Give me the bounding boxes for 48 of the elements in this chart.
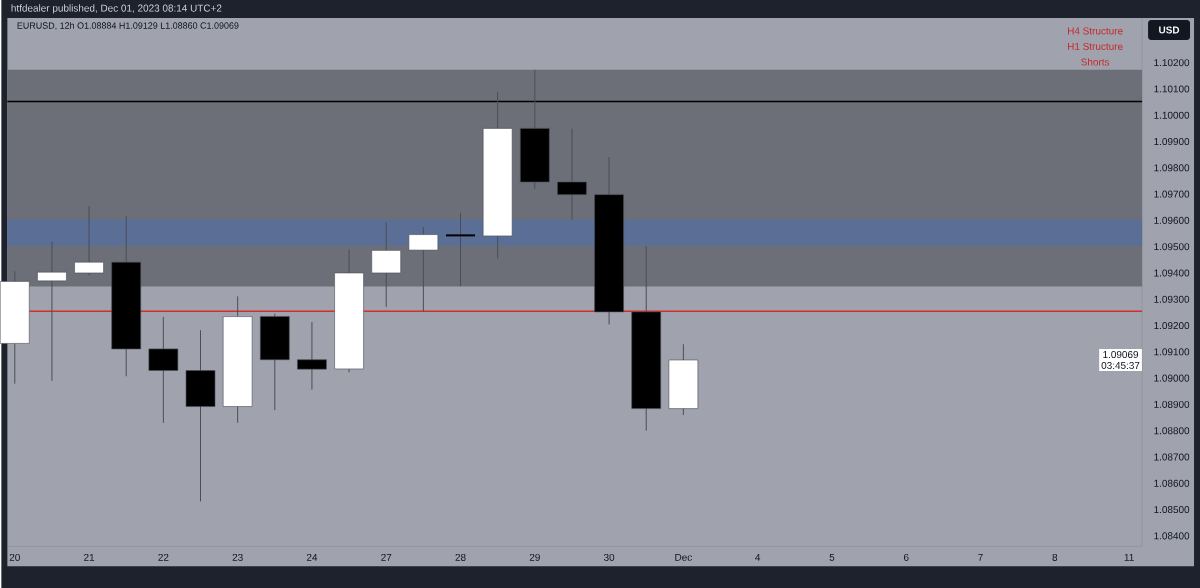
annotation: 1.09069	[1103, 350, 1139, 358]
y-tick-label: 1.08900	[1154, 400, 1190, 408]
y-tick-label: 1.08800	[1154, 427, 1190, 435]
chart-title: EURUSD, 12h O1.08884 H1.09129 L1.08860 C1.09069	[17, 21, 239, 30]
x-tick-label: 7	[978, 553, 983, 561]
y-tick-label: 1.09600	[1154, 216, 1190, 224]
y-tick-label: 1.09800	[1154, 164, 1190, 172]
x-tick-label: 11	[1124, 553, 1134, 561]
x-tick-label: 30	[603, 553, 615, 561]
annotation: H4 Structure	[1068, 27, 1123, 35]
candlestick	[557, 127, 587, 220]
x-tick-label: 4	[755, 553, 761, 561]
x-tick-label: 22	[158, 553, 169, 561]
y-tick-label: 1.09700	[1154, 190, 1190, 198]
y-tick-label: 1.09300	[1154, 295, 1190, 303]
y-tick-label: 1.08500	[1154, 505, 1190, 513]
candlestick	[74, 205, 104, 276]
y-tick-label: 1.08700	[1154, 453, 1190, 461]
annotation: 03:45:37	[1101, 361, 1140, 369]
y-tick-label: 1.09000	[1154, 374, 1190, 382]
x-tick-label: Dec	[675, 553, 692, 561]
annotation: H1 Structure	[1068, 42, 1123, 50]
x-tick-label: 27	[381, 553, 392, 561]
x-tick-label: 21	[84, 553, 95, 561]
y-tick-label: 1.09900	[1154, 137, 1190, 145]
x-tick-label: 8	[1052, 553, 1058, 561]
x-tick-label: 24	[306, 553, 318, 561]
y-tick-label: 1.10100	[1154, 85, 1190, 93]
y-tick-label: 1.09200	[1154, 321, 1190, 329]
x-tick-label: 23	[232, 553, 243, 561]
x-tick-label: 28	[455, 553, 466, 561]
x-tick-label: 6	[903, 553, 909, 561]
annotation: Shorts	[1081, 58, 1110, 66]
x-tick-label: 20	[9, 553, 20, 561]
y-axis-title: USD	[1159, 26, 1180, 34]
y-tick-label: 1.09400	[1154, 269, 1190, 277]
y-tick-label: 1.08600	[1154, 479, 1190, 487]
chart-subtitle: htfdealer published, Dec 01, 2023 08:14 UTC+2	[11, 4, 222, 14]
y-tick-label: 1.08400	[1154, 532, 1190, 540]
y-tick-label: 1.09500	[1154, 243, 1190, 251]
y-tick-label: 1.10200	[1154, 58, 1190, 67]
y-tick-label: 1.10000	[1154, 111, 1190, 119]
y-tick-label: 1.09100	[1154, 348, 1190, 356]
x-tick-label: 5	[829, 553, 835, 561]
candlestick	[297, 321, 327, 391]
x-tick-label: 29	[529, 553, 540, 561]
candlestick	[37, 241, 67, 382]
candlestick	[445, 212, 476, 287]
